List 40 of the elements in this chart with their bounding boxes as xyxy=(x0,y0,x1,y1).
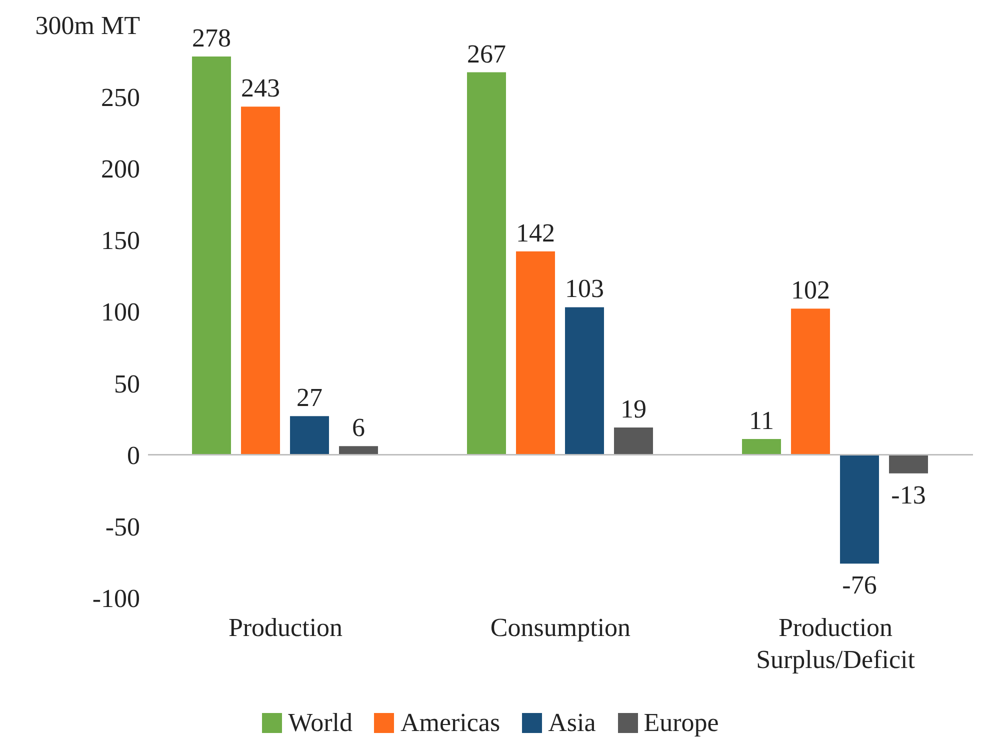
bar xyxy=(467,72,506,455)
data-label: 243 xyxy=(241,74,280,103)
x-tick-label: Production xyxy=(228,613,343,642)
data-label: -13 xyxy=(891,480,926,510)
bar xyxy=(742,438,781,455)
legend-label: Americas xyxy=(399,708,500,738)
x-tick-label: Consumption xyxy=(490,613,631,642)
bar xyxy=(516,251,555,455)
bar xyxy=(840,454,879,564)
y-tick-label: -100 xyxy=(92,584,140,614)
y-tick-label: 150 xyxy=(101,226,140,256)
data-label: -76 xyxy=(842,570,877,600)
data-label: 11 xyxy=(748,406,774,435)
data-label: 278 xyxy=(192,24,231,53)
bar xyxy=(614,428,653,455)
bar xyxy=(791,308,830,455)
legend-label: World xyxy=(287,708,352,738)
bar xyxy=(565,307,604,455)
data-label: 142 xyxy=(516,218,555,248)
bar xyxy=(290,416,329,455)
data-label: 267 xyxy=(467,39,506,68)
data-label: 102 xyxy=(791,276,830,305)
y-tick-label: 250 xyxy=(101,82,140,112)
bar xyxy=(889,454,928,474)
legend-label: Asia xyxy=(547,708,596,738)
bar xyxy=(241,106,280,455)
data-label: 19 xyxy=(620,394,646,424)
y-tick-label: 50 xyxy=(114,369,140,398)
y-tick-label: 100 xyxy=(101,298,140,327)
bar xyxy=(339,446,378,455)
data-label: 6 xyxy=(352,413,365,442)
data-label: 27 xyxy=(296,383,322,412)
y-tick-label: 200 xyxy=(101,154,140,184)
bar xyxy=(192,56,231,455)
x-tick-label: Production Surplus/Deficit xyxy=(756,613,916,674)
y-tick-label: 300m MT xyxy=(35,11,140,40)
data-label: 103 xyxy=(565,274,604,304)
y-tick-label: 0 xyxy=(127,440,140,470)
legend-label: Europe xyxy=(642,708,719,738)
y-tick-label: -50 xyxy=(105,512,140,542)
